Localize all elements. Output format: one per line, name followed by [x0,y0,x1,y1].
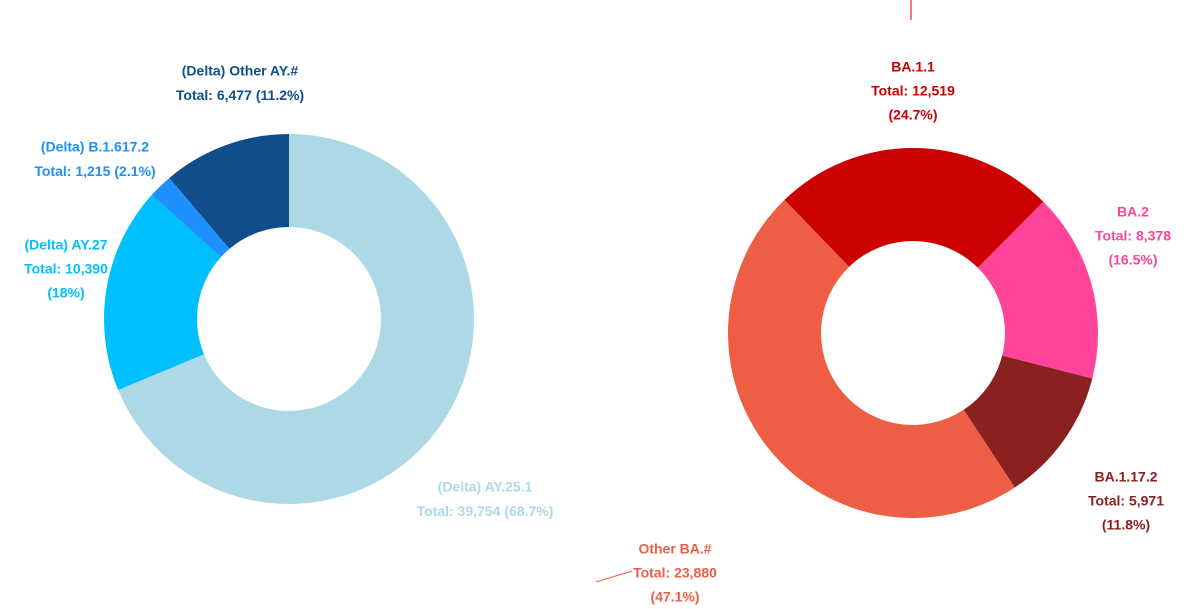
slice-label: BA.2 [1117,204,1149,220]
percent-label: (18%) [47,285,84,301]
donut-slice [169,134,289,249]
slice-label: (Delta) Other AY.# [182,63,299,79]
leader-line [595,570,633,583]
slice-label: BA.1.1 [891,59,935,75]
value-label: Total: 12,519 [871,83,955,99]
value-label: Total: 8,378 [1095,228,1171,244]
slice-label: Other BA.# [638,541,711,557]
donut-slice [963,355,1093,488]
value-label: Total: 5,971 [1088,493,1164,509]
slice-label: BA.1.17.2 [1094,469,1157,485]
slice-label: (Delta) B.1.617.2 [41,139,149,155]
donut-slice [977,201,1098,379]
value-label: Total: 10,390 [24,261,108,277]
percent-label: (2.1%) [114,163,155,179]
slice-label: (Delta) AY.27 [24,237,107,253]
slice-value-label: Total: 1,215 (2.1%) [34,163,155,179]
donut-slice [784,148,1044,268]
donut-slice [104,194,221,390]
donut-slice [118,134,474,504]
value-label: Total: 39,754 [417,503,501,519]
percent-label: (24.7%) [888,107,937,123]
slice-value-label: Total: 39,754 (68.7%) [417,503,554,519]
value-label: Total: 23,880 [633,565,717,581]
slice-label: (Delta) AY.25.1 [438,479,533,495]
percent-label: (11.8%) [1102,517,1150,533]
value-label: Total: 1,215 [34,163,110,179]
percent-label: (47.1%) [650,589,699,605]
percent-label: (68.7%) [504,503,553,519]
value-label: Total: 6,477 [176,87,252,103]
percent-label: (11.2%) [256,87,304,103]
donut-slice [151,177,230,258]
percent-label: (16.5%) [1108,252,1157,268]
donut-slice [728,199,1015,519]
slice-value-label: Total: 6,477 (11.2%) [176,87,304,103]
